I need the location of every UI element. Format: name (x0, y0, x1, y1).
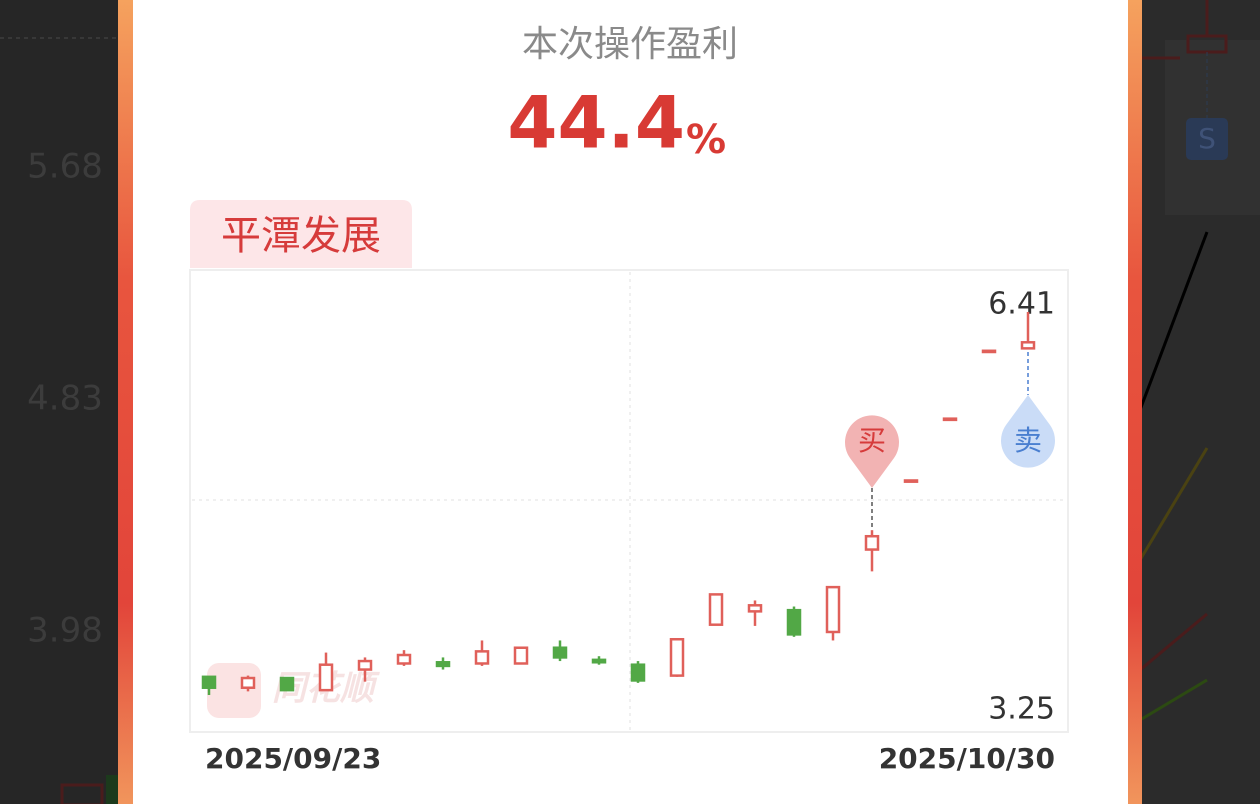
buy-pin (845, 415, 899, 488)
bg-line (1139, 612, 1208, 672)
bg-price: 5.68 (27, 147, 103, 187)
plot: 2025/09/23 2025/10/30 买 卖 (201, 312, 1055, 775)
sell-label: 卖 (1014, 424, 1042, 457)
candle-body (474, 650, 490, 665)
bg-line (1138, 231, 1209, 411)
candle-body (201, 675, 217, 689)
candle-body (1020, 341, 1036, 350)
x-tick-label: 2025/09/23 (205, 742, 381, 775)
stock-name: 平潭发展 (221, 213, 381, 259)
bg-price: 4.83 (27, 379, 103, 419)
candle-body (591, 658, 607, 664)
profit-value: 44.4 (507, 81, 685, 165)
bg-price: 3.98 (27, 611, 103, 651)
candle-body (786, 608, 802, 636)
modal-title: 本次操作盈利 (522, 24, 738, 65)
sell-pin (1000, 395, 1055, 468)
bg-badge-text: S (1198, 122, 1216, 155)
candle-body (318, 663, 334, 692)
candle-body (669, 637, 685, 677)
bg-left (0, 0, 120, 804)
x-tick-label: 2025/10/30 (879, 742, 1055, 775)
candle-body (630, 663, 646, 682)
candle-body (240, 676, 256, 689)
candle-body (435, 661, 451, 668)
bg-candle (106, 775, 120, 804)
candle-body (903, 479, 919, 483)
stock-tag (190, 200, 412, 268)
candle-body (279, 676, 295, 692)
chart-box (189, 269, 1069, 733)
candle-body (552, 646, 568, 659)
profit-unit: % (686, 117, 726, 163)
max-label: 6.41 (988, 287, 1055, 322)
candle-body (708, 593, 724, 626)
candle-body (981, 349, 997, 354)
candle-body (357, 659, 373, 671)
candle-body (864, 534, 880, 551)
candle-body (747, 604, 763, 613)
watermark-icon (207, 663, 261, 718)
candle-body (942, 417, 958, 422)
candle-body (513, 646, 529, 665)
bg-badge (1186, 118, 1228, 160)
candle-body (396, 653, 412, 665)
candle-body (825, 585, 841, 634)
bg-line (1138, 447, 1209, 561)
bg-line (1139, 678, 1208, 722)
bg-candle (60, 783, 104, 804)
min-label: 3.25 (988, 692, 1055, 727)
buy-label: 买 (858, 424, 886, 457)
